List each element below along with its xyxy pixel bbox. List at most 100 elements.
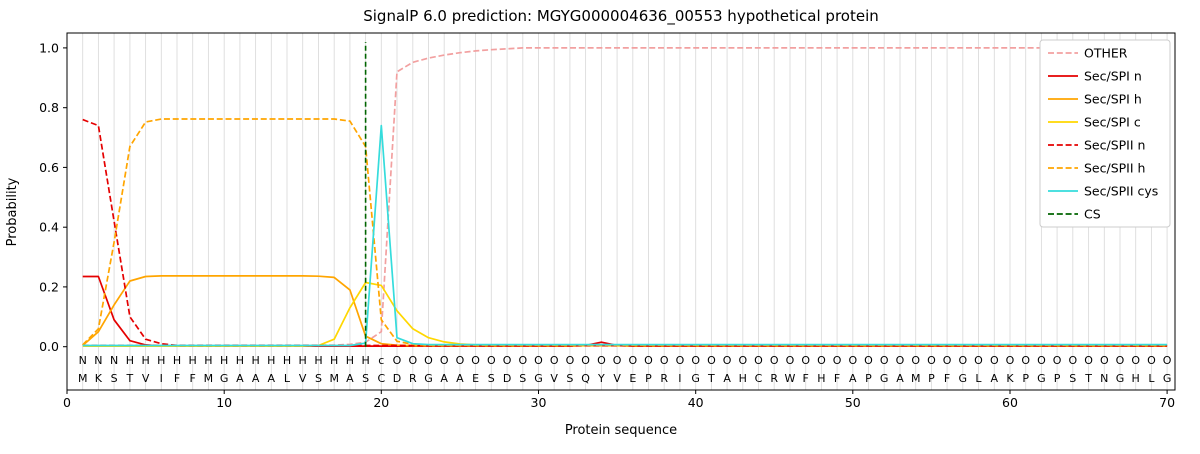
x-tick-labels: 0 10 20 30 40 50 60 70	[63, 390, 1175, 410]
legend-label: Sec/SPI h	[1084, 92, 1142, 107]
legend-label: Sec/SPII n	[1084, 138, 1145, 153]
legend-label: Sec/SPII h	[1084, 161, 1145, 176]
sequence-letter: S	[111, 372, 118, 385]
chart-layer: 0 10 20 30 40 50 60 700.00.20.40.60.81.0N N N H H H H…	[39, 32, 1176, 410]
annotation-letter: H	[361, 354, 369, 367]
legend-label: CS	[1084, 207, 1101, 222]
series-sec-spi-h	[82, 275, 1168, 347]
annotation-letter: H	[346, 354, 354, 367]
sequence-letter: F	[803, 372, 809, 385]
x-tick: 20	[373, 395, 389, 410]
y-tick-labels: 0.0 0.2 0.4 0.6 0.8 1.0	[39, 40, 67, 354]
annotation-letter: O	[550, 354, 559, 367]
annotation-letter: O	[644, 354, 653, 367]
annotation-letter: H	[299, 354, 307, 367]
sequence-letter: I	[160, 372, 163, 385]
annotation-letter: H	[236, 354, 244, 367]
annotation-letter: O	[911, 354, 920, 367]
series-sec-spii-n	[82, 118, 1168, 347]
sequence-letter: G	[691, 372, 700, 385]
annotation-letter: O	[1100, 354, 1109, 367]
annotation-letter: O	[1084, 354, 1093, 367]
annotation-letter: O	[1021, 354, 1030, 367]
annotation-letter: O	[456, 354, 465, 367]
annotation-letter: N	[79, 354, 87, 367]
sequence-letter: G	[880, 372, 889, 385]
sequence-letter: L	[284, 372, 291, 385]
chart-title: SignalP 6.0 prediction: MGYG000004636_00…	[363, 7, 879, 26]
annotation-letter: H	[267, 354, 275, 367]
sequence-letter: G	[1037, 372, 1046, 385]
sequence-letter: G	[534, 372, 543, 385]
x-tick: 0	[63, 395, 71, 410]
sequence-letter: V	[142, 372, 150, 385]
annotation-letter: O	[958, 354, 967, 367]
annotation-letter: O	[1053, 354, 1062, 367]
annotation-letter: O	[613, 354, 622, 367]
annotation-letter: H	[314, 354, 322, 367]
annotation-letter: H	[173, 354, 181, 367]
sequence-letter: L	[975, 372, 982, 385]
annotation-letter: O	[880, 354, 889, 367]
x-tick: 50	[845, 395, 861, 410]
sequence-letter: G	[959, 372, 968, 385]
sequence-letter: F	[834, 372, 840, 385]
sequence-letter: G	[220, 372, 229, 385]
annotation-letter: H	[141, 354, 149, 367]
gridlines	[82, 33, 1168, 390]
sequence-letter: E	[629, 372, 636, 385]
y-axis-label: Probability	[5, 177, 20, 246]
sequence-letter: P	[928, 372, 935, 385]
annotation-letter: O	[408, 354, 417, 367]
x-tick: 10	[216, 395, 232, 410]
sequence-letter: E	[472, 372, 479, 385]
sequence-letter: A	[896, 372, 904, 385]
sequence-letter: S	[566, 372, 573, 385]
sequence-letter: A	[346, 372, 354, 385]
y-tick: 1.0	[39, 40, 59, 55]
x-axis-label: Protein sequence	[565, 423, 677, 438]
legend-label: Sec/SPI c	[1084, 115, 1141, 130]
annotation-letter: O	[770, 354, 779, 367]
annotation-letter: O	[1147, 354, 1156, 367]
x-tick: 30	[531, 395, 547, 410]
sequence-letter: T	[126, 372, 134, 385]
annotation-letter: O	[1131, 354, 1140, 367]
sequence-letter: Q	[581, 372, 590, 385]
annotation-letter: O	[1116, 354, 1125, 367]
legend-label: Sec/SPII cys	[1084, 184, 1158, 199]
series-sec-spii-cys	[82, 124, 1168, 347]
annotation-letter: N	[94, 354, 102, 367]
annotation-letter: O	[1006, 354, 1015, 367]
sequence-letter: K	[1006, 372, 1014, 385]
annotation-letter: O	[1068, 354, 1077, 367]
annotation-letter: O	[833, 354, 842, 367]
sequence-letter: H	[739, 372, 747, 385]
annotation-letter: O	[503, 354, 512, 367]
series-sec-spii-h	[82, 118, 1168, 347]
annotation-letter: H	[189, 354, 197, 367]
sequence-letter: M	[329, 372, 339, 385]
annotation-letter: O	[738, 354, 747, 367]
annotation-letter: O	[817, 354, 826, 367]
sequence-letter: T	[1084, 372, 1092, 385]
sequence-letter: A	[252, 372, 260, 385]
sequence-letter: A	[849, 372, 857, 385]
plot-frame	[66, 32, 1176, 391]
sequence-letter: Y	[597, 372, 605, 385]
sequence-letter: I	[678, 372, 681, 385]
annotation-letter: H	[283, 354, 291, 367]
sequence-letter: F	[944, 372, 950, 385]
sequence-letter: G	[1116, 372, 1125, 385]
sequence-letter: P	[1054, 372, 1061, 385]
x-tick: 40	[688, 395, 704, 410]
y-tick: 0.6	[39, 160, 59, 175]
annotation-letter: O	[990, 354, 999, 367]
annotation-letter: N	[110, 354, 118, 367]
annotation-letter: O	[628, 354, 637, 367]
sequence-letter: P	[645, 372, 652, 385]
y-tick: 0.4	[39, 220, 59, 235]
x-tick: 60	[1002, 395, 1018, 410]
annotation-letter: c	[378, 354, 384, 367]
